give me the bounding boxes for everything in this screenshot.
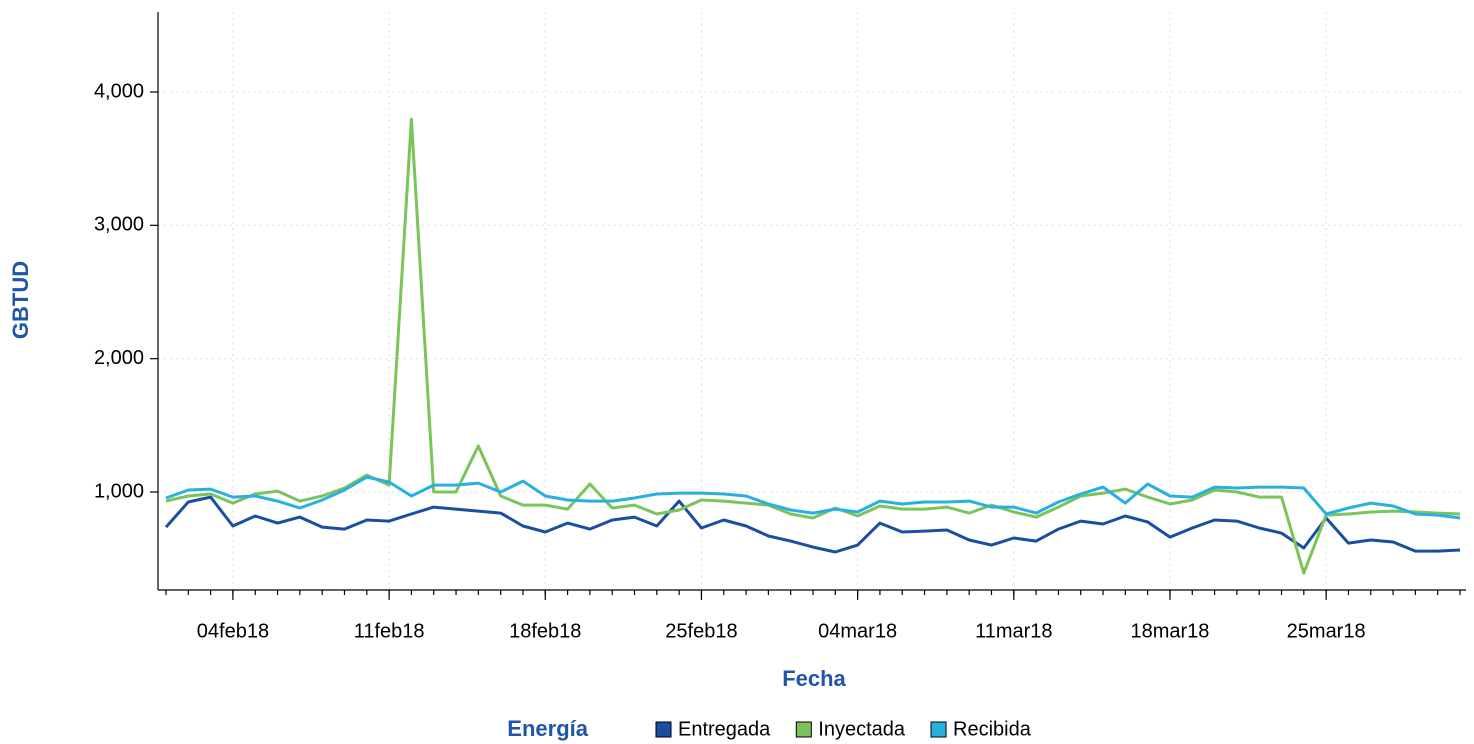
line — [165, 117, 1461, 575]
x-tick-label: 25mar18 — [1287, 620, 1366, 642]
y-tick-label: 4,000 — [94, 80, 144, 102]
y-tick-label: 1,000 — [94, 480, 144, 502]
legend-swatch — [655, 721, 672, 738]
x-axis-title: Fecha — [782, 666, 846, 691]
x-tick-label: 18feb18 — [509, 620, 581, 642]
legend-label: Inyectada — [818, 718, 906, 740]
legend-label: Entregada — [678, 718, 771, 740]
line — [164, 495, 1461, 554]
x-tick-label: 11mar18 — [975, 620, 1052, 642]
legend-title: Energía — [507, 716, 588, 741]
legend-swatch — [795, 721, 812, 738]
x-tick-label: 18mar18 — [1130, 620, 1209, 642]
x-tick-label: 04feb18 — [197, 620, 269, 642]
line — [165, 475, 1461, 520]
legend-swatch — [930, 721, 947, 738]
y-axis-title: GBTUD — [8, 261, 33, 339]
x-tick-label: 11feb18 — [354, 620, 425, 642]
x-tick-label: 25feb18 — [665, 620, 737, 642]
y-tick-label: 2,000 — [94, 347, 144, 369]
legend-label: Recibida — [953, 718, 1032, 740]
x-tick-label: 04mar18 — [818, 620, 897, 642]
y-tick-label: 3,000 — [94, 214, 144, 236]
